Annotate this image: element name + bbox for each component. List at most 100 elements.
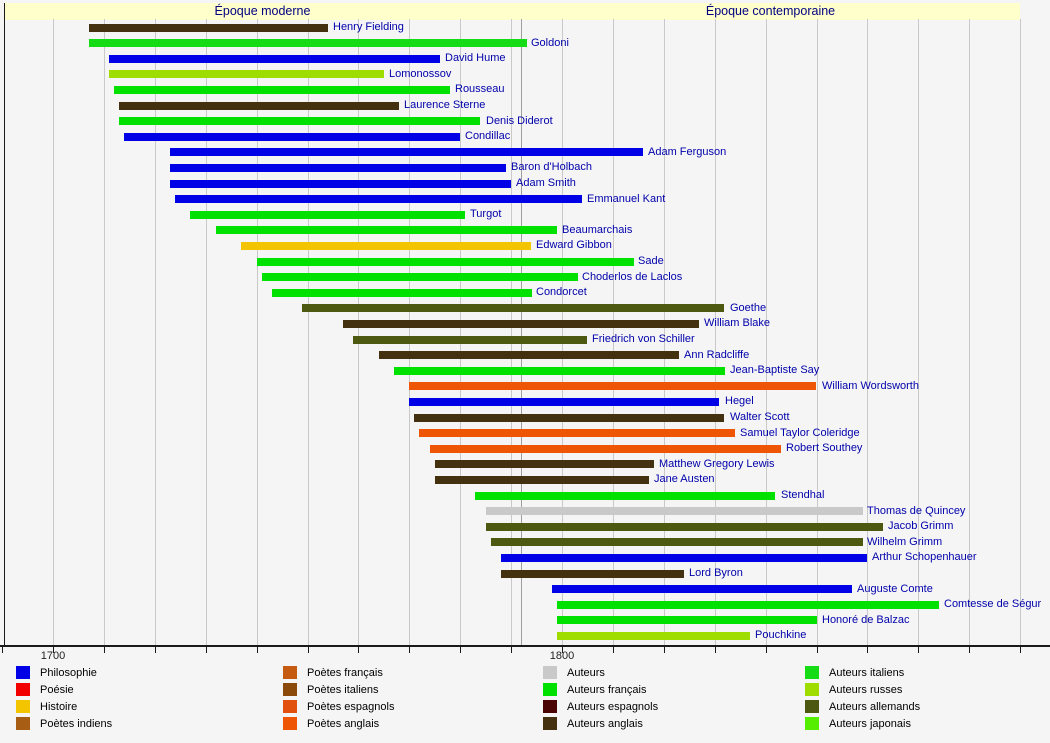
person-label[interactable]: Honoré de Balzac — [822, 614, 910, 626]
era-band-moderne: Époque moderne — [4, 3, 521, 20]
gridline-1840 — [766, 19, 767, 645]
person-label[interactable]: Beaumarchais — [562, 224, 633, 236]
timeline-bar — [257, 258, 634, 266]
person-label[interactable]: Walter Scott — [730, 411, 790, 423]
person-label[interactable]: Comtesse de Ségur — [944, 598, 1042, 610]
axis-tick-1880 — [969, 647, 970, 653]
x-axis-label-1700: 1700 — [40, 650, 66, 662]
timeline-bar — [409, 398, 719, 406]
timeline-bar — [119, 102, 399, 110]
legend-swatch-poetes_indiens — [16, 717, 30, 730]
person-label[interactable]: Emmanuel Kant — [587, 193, 666, 205]
legend-label-auteurs_francais: Auteurs français — [567, 684, 647, 696]
gridline-1870 — [918, 19, 919, 645]
person-label[interactable]: Laurence Sterne — [404, 99, 486, 111]
person-label[interactable]: Henry Fielding — [333, 21, 404, 33]
person-label[interactable]: Samuel Taylor Coleridge — [740, 427, 860, 439]
legend-swatch-auteurs — [543, 666, 557, 679]
axis-tick-1840 — [766, 647, 767, 653]
legend-swatch-auteurs_japonais — [805, 717, 819, 730]
person-label[interactable]: Rousseau — [455, 83, 505, 95]
legend-swatch-poetes_francais — [283, 666, 297, 679]
x-axis-label-1800: 1800 — [549, 650, 575, 662]
gridline-1890 — [1020, 19, 1021, 645]
legend-swatch-poetes_anglais — [283, 717, 297, 730]
timeline-bar — [302, 304, 724, 312]
person-label[interactable]: Lord Byron — [689, 567, 743, 579]
person-label[interactable]: Baron d'Holbach — [511, 161, 592, 173]
axis-tick-1760 — [358, 647, 359, 653]
person-label[interactable]: Edward Gibbon — [536, 239, 612, 251]
legend-swatch-auteurs_francais — [543, 683, 557, 696]
timeline-bar — [552, 585, 852, 593]
person-label[interactable]: Ann Radcliffe — [684, 349, 750, 361]
era-band-contemporaine: Époque contemporaine — [521, 3, 1020, 20]
timeline-bar — [170, 180, 511, 188]
person-label[interactable]: William Blake — [704, 317, 771, 329]
person-label[interactable]: Turgot — [470, 208, 502, 220]
person-label[interactable]: Pouchkine — [755, 629, 807, 641]
gridline-1820 — [664, 19, 665, 645]
person-label[interactable]: Choderlos de Laclos — [582, 271, 683, 283]
person-label[interactable]: Adam Ferguson — [648, 146, 727, 158]
person-label[interactable]: David Hume — [445, 52, 506, 64]
era-divider-line — [521, 19, 522, 645]
person-label[interactable]: Matthew Gregory Lewis — [659, 458, 775, 470]
person-label[interactable]: Robert Southey — [786, 442, 863, 454]
person-label[interactable]: Condorcet — [536, 286, 587, 298]
person-label[interactable]: Goldoni — [531, 37, 569, 49]
person-label[interactable]: Hegel — [725, 395, 754, 407]
axis-tick-1870 — [918, 647, 919, 653]
gridline-1810 — [613, 19, 614, 645]
person-label[interactable]: Denis Diderot — [486, 115, 553, 127]
axis-tick-1800 — [562, 647, 563, 653]
person-label[interactable]: Jane Austen — [654, 473, 715, 485]
timeline-bar — [486, 507, 863, 515]
legend-label-auteurs: Auteurs — [567, 667, 605, 679]
timeline-bar — [175, 195, 582, 203]
gridline-1770 — [409, 19, 410, 645]
person-label[interactable]: Friedrich von Schiller — [592, 333, 695, 345]
axis-tick-1890 — [1020, 647, 1021, 653]
person-label[interactable]: Stendhal — [781, 489, 825, 501]
legend-label-auteurs_espagnols: Auteurs espagnols — [567, 701, 659, 713]
person-label[interactable]: Jean-Baptiste Say — [730, 364, 820, 376]
timeline-bar — [170, 148, 643, 156]
timeline-bar — [409, 382, 816, 390]
gridline-1860 — [867, 19, 868, 645]
legend-label-poetes_indiens: Poètes indiens — [40, 718, 113, 730]
person-label[interactable]: William Wordsworth — [822, 380, 919, 392]
legend-swatch-philosophie — [16, 666, 30, 679]
legend-label-auteurs_anglais: Auteurs anglais — [567, 718, 643, 730]
timeline-bar — [343, 320, 699, 328]
person-label[interactable]: Sade — [638, 255, 664, 267]
person-label[interactable]: Jacob Grimm — [888, 520, 954, 532]
era-band-contemporaine-label: Époque contemporaine — [705, 4, 836, 18]
person-label[interactable]: Auguste Comte — [857, 583, 933, 595]
gridline-1750 — [308, 19, 309, 645]
legend-label-poetes_italiens: Poètes italiens — [307, 684, 379, 696]
person-label[interactable]: Wilhelm Grimm — [867, 536, 943, 548]
timeline-bar — [430, 445, 781, 453]
gridline-1850 — [817, 19, 818, 645]
timeline-bar — [124, 133, 460, 141]
legend-label-poesie: Poésie — [40, 684, 74, 696]
axis-tick-1730 — [206, 647, 207, 653]
person-label[interactable]: Goethe — [730, 302, 767, 314]
axis-tick-1850 — [817, 647, 818, 653]
timeline-bar — [491, 538, 863, 546]
axis-tick-1770 — [409, 647, 410, 653]
axis-tick-1790 — [511, 647, 512, 653]
legend-label-auteurs_japonais: Auteurs japonais — [829, 718, 911, 730]
person-label[interactable]: Arthur Schopenhauer — [872, 551, 977, 563]
person-label[interactable]: Adam Smith — [516, 177, 576, 189]
person-label[interactable]: Condillac — [465, 130, 511, 142]
person-label[interactable]: Lomonossov — [389, 68, 452, 80]
axis-tick-1710 — [104, 647, 105, 653]
person-label[interactable]: Thomas de Quincey — [867, 505, 966, 517]
legend-label-histoire: Histoire — [40, 701, 78, 713]
legend-label-poetes_francais: Poètes français — [307, 667, 383, 679]
legend-swatch-poetes_espagnols — [283, 700, 297, 713]
axis-tick-1820 — [664, 647, 665, 653]
